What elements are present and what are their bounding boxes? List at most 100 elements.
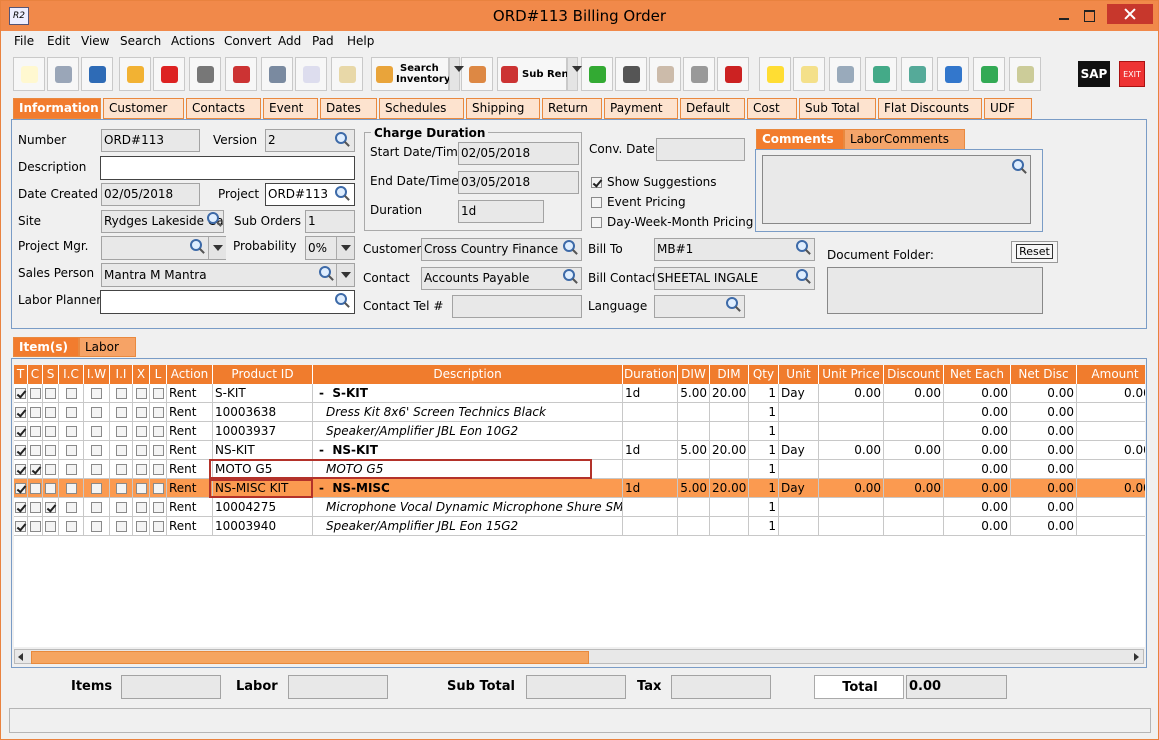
grid-cell[interactable]: 0.00 xyxy=(944,441,1011,460)
grid-cell[interactable]: 0.00 xyxy=(944,422,1011,441)
checkbox[interactable] xyxy=(66,521,77,532)
checkbox[interactable] xyxy=(45,388,56,399)
checkbox[interactable] xyxy=(116,445,127,456)
lookup-icon[interactable] xyxy=(207,212,219,224)
grid-cell[interactable] xyxy=(678,517,710,536)
grid-cell[interactable] xyxy=(1077,498,1145,517)
lookup-icon[interactable] xyxy=(335,293,347,305)
tab[interactable]: Flat Discounts xyxy=(878,98,982,119)
checkbox[interactable] xyxy=(91,445,102,456)
grid-cell[interactable]: 0.00 xyxy=(1011,441,1077,460)
checkbox[interactable] xyxy=(45,445,56,456)
checkbox[interactable] xyxy=(116,426,127,437)
checkbox[interactable] xyxy=(66,502,77,513)
grid-cell[interactable]: 0.00 xyxy=(1077,479,1145,498)
dropdown-button[interactable] xyxy=(567,57,582,91)
checkbox[interactable] xyxy=(116,502,127,513)
grid-cell[interactable]: MOTO G5 xyxy=(213,460,313,479)
grid-cell[interactable]: Rent xyxy=(167,384,213,403)
grid-cell[interactable]: 1d xyxy=(623,479,678,498)
lookup-icon[interactable] xyxy=(319,266,331,278)
tab[interactable]: Schedules xyxy=(379,98,464,119)
labor-planner-field[interactable] xyxy=(100,290,355,314)
menu-item[interactable]: Add xyxy=(278,34,302,48)
checkbox[interactable] xyxy=(91,388,102,399)
checkbox[interactable] xyxy=(15,426,26,437)
tab[interactable]: Information xyxy=(13,98,101,119)
grid-cell[interactable] xyxy=(884,422,944,441)
tab[interactable]: Cost xyxy=(747,98,797,119)
tab[interactable]: Customer xyxy=(103,98,184,119)
items-tab[interactable]: Item(s) xyxy=(13,337,79,357)
checkbox[interactable] xyxy=(30,445,41,456)
grid-cell[interactable] xyxy=(710,498,749,517)
grid-cell[interactable]: 5.00 xyxy=(678,384,710,403)
grid-cell[interactable]: S-KIT xyxy=(213,384,313,403)
checkbox[interactable] xyxy=(136,445,147,456)
grid-cell[interactable] xyxy=(819,517,884,536)
toolbar-button[interactable] xyxy=(261,57,293,91)
menu-item[interactable]: Help xyxy=(347,34,375,48)
grid-cell[interactable]: 0.00 xyxy=(884,441,944,460)
checkbox[interactable] xyxy=(45,426,56,437)
grid-cell[interactable] xyxy=(1077,460,1145,479)
grid-cell[interactable]: 1 xyxy=(749,422,779,441)
grid-cell[interactable]: 0.00 xyxy=(819,441,884,460)
checkbox[interactable] xyxy=(91,407,102,418)
grid-cell[interactable]: 20.00 xyxy=(710,384,749,403)
grid-cell[interactable]: 0.00 xyxy=(944,479,1011,498)
close-button[interactable] xyxy=(1107,4,1153,24)
grid-cell[interactable]: 1 xyxy=(749,479,779,498)
checkbox[interactable] xyxy=(136,502,147,513)
grid-cell[interactable]: 0.00 xyxy=(1011,403,1077,422)
grid-cell[interactable] xyxy=(884,460,944,479)
grid-cell[interactable]: 0.00 xyxy=(819,384,884,403)
checkbox[interactable] xyxy=(66,426,77,437)
menu-item[interactable]: Pad xyxy=(312,34,334,48)
checkbox[interactable] xyxy=(30,388,41,399)
lookup-icon[interactable] xyxy=(1012,159,1024,171)
grid-cell[interactable] xyxy=(678,498,710,517)
grid-cell[interactable]: Rent xyxy=(167,460,213,479)
grid-cell[interactable]: Rent xyxy=(167,479,213,498)
checkbox[interactable] xyxy=(116,407,127,418)
grid-cell[interactable] xyxy=(779,498,819,517)
toolbar-button[interactable] xyxy=(153,57,185,91)
scroll-left[interactable] xyxy=(18,653,23,661)
grid-cell[interactable]: 0.00 xyxy=(1077,441,1145,460)
checkbox[interactable] xyxy=(45,483,56,494)
grid-cell[interactable] xyxy=(1077,403,1145,422)
grid-cell[interactable]: 1 xyxy=(749,460,779,479)
checkbox[interactable] xyxy=(15,483,26,494)
lookup-icon[interactable] xyxy=(335,132,347,144)
checkbox[interactable] xyxy=(45,521,56,532)
grid-cell[interactable] xyxy=(884,498,944,517)
grid-cell[interactable] xyxy=(710,517,749,536)
checkbox[interactable] xyxy=(30,502,41,513)
grid-cell[interactable]: Day xyxy=(779,441,819,460)
tab[interactable]: Contacts xyxy=(186,98,261,119)
tab[interactable]: Payment xyxy=(604,98,678,119)
checkbox[interactable] xyxy=(136,388,147,399)
checkbox[interactable] xyxy=(66,464,77,475)
toolbar-button[interactable] xyxy=(793,57,825,91)
grid-cell[interactable]: 10004275 xyxy=(213,498,313,517)
grid-cell[interactable]: 0.00 xyxy=(1077,384,1145,403)
checkbox[interactable] xyxy=(136,464,147,475)
tab[interactable]: Shipping xyxy=(466,98,540,119)
maximize-button[interactable] xyxy=(1079,7,1101,25)
toolbar-button[interactable] xyxy=(225,57,257,91)
checkbox[interactable] xyxy=(153,464,164,475)
grid-cell[interactable] xyxy=(1077,422,1145,441)
date-created-field[interactable]: 02/05/2018 xyxy=(101,183,200,206)
checkbox[interactable] xyxy=(153,502,164,513)
dropdown-button[interactable] xyxy=(449,57,464,91)
dropdown-button[interactable] xyxy=(336,237,354,259)
toolbar-button[interactable] xyxy=(683,57,715,91)
grid-cell[interactable]: Rent xyxy=(167,441,213,460)
checkbox[interactable] xyxy=(91,426,102,437)
grid-cell[interactable]: 1 xyxy=(749,403,779,422)
lookup-icon[interactable] xyxy=(796,240,808,252)
toolbar-button[interactable] xyxy=(759,57,791,91)
exit-button[interactable]: EXIT xyxy=(1119,61,1145,87)
